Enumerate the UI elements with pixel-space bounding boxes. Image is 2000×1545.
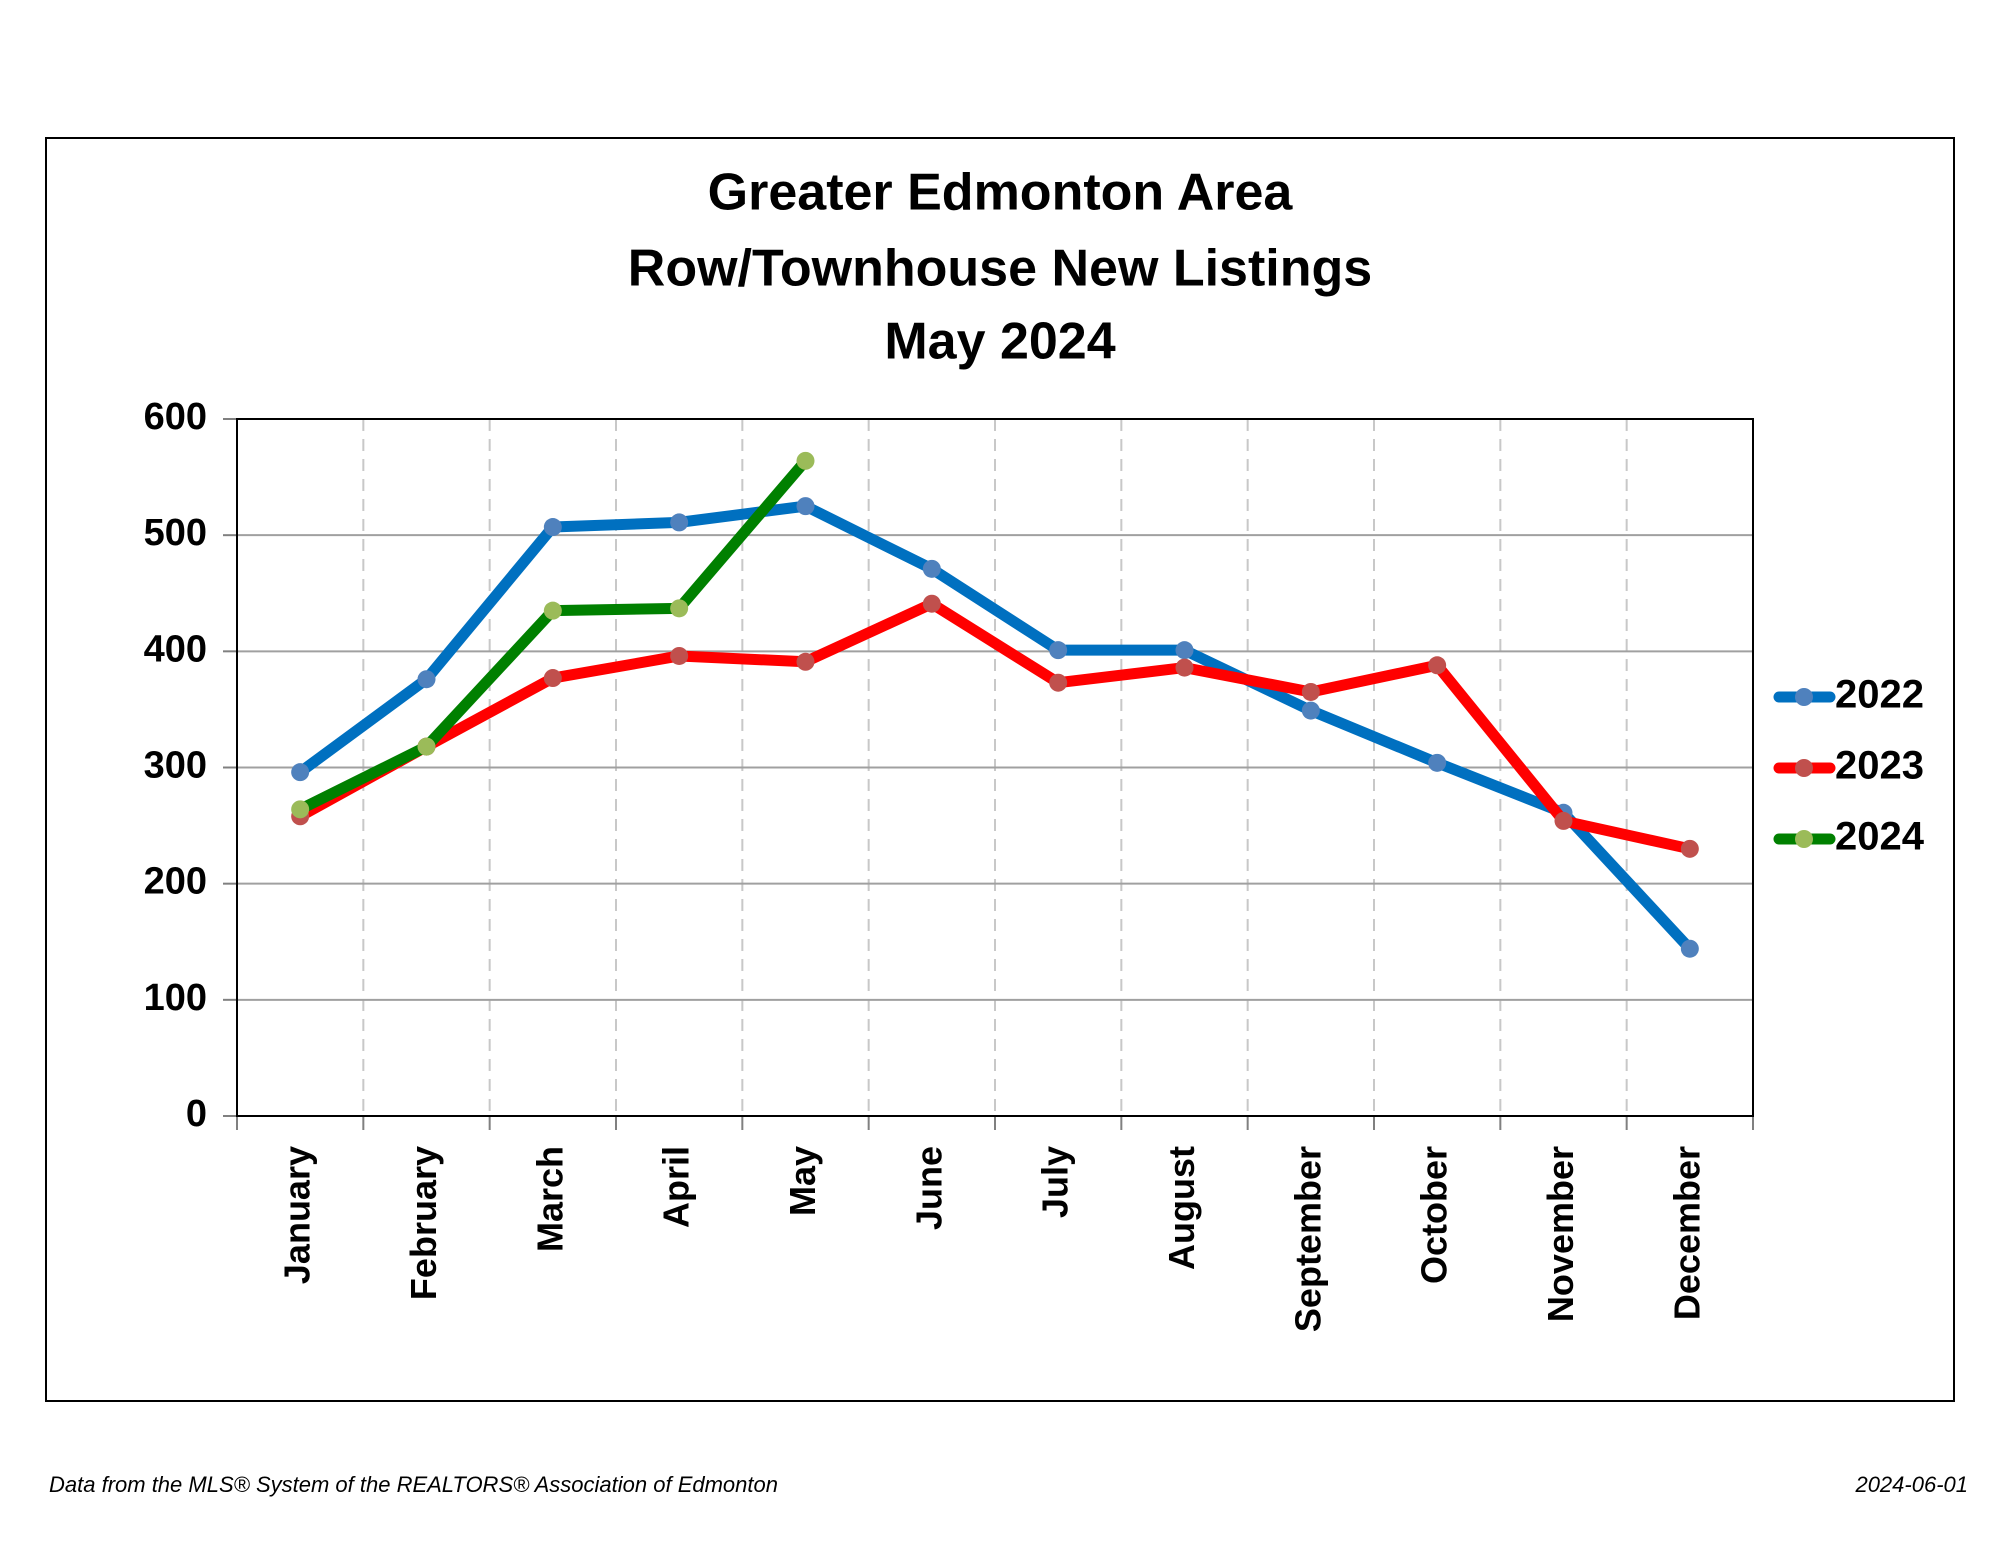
data-point: [1301, 682, 1320, 701]
plot-area: [236, 418, 1754, 1117]
data-point: [670, 599, 689, 618]
x-tick-label: October: [1414, 1146, 1455, 1284]
data-point: [291, 763, 310, 782]
y-tick-label: 600: [144, 396, 207, 438]
chart-title: Row/Townhouse New Listings: [628, 240, 1372, 298]
x-tick-label: February: [403, 1146, 444, 1300]
x-tick-label: March: [529, 1146, 570, 1252]
y-tick-label: 0: [186, 1093, 207, 1135]
data-point: [1428, 753, 1447, 772]
chart-frame: [45, 137, 1955, 1402]
legend-label: 2022: [1835, 673, 1924, 717]
legend-marker: [1795, 759, 1813, 777]
data-point: [1301, 701, 1320, 720]
x-tick-label: January: [277, 1146, 318, 1284]
data-point: [670, 513, 689, 532]
y-tick-label: 200: [144, 861, 207, 903]
footnote: Data from the MLS® System of the REALTOR…: [49, 1472, 778, 1497]
legend-marker: [1795, 688, 1813, 706]
data-point: [543, 669, 562, 688]
data-point: [670, 646, 689, 665]
x-tick-label: December: [1666, 1146, 1707, 1320]
data-point: [796, 451, 815, 470]
x-tick-label: August: [1161, 1146, 1202, 1270]
chart-title: Greater Edmonton Area: [708, 164, 1294, 222]
legend-label: 2023: [1835, 744, 1924, 788]
data-point: [543, 518, 562, 537]
series-line: [294, 500, 1696, 955]
legend-marker: [1795, 830, 1813, 848]
data-point: [922, 594, 941, 613]
data-point: [796, 497, 815, 516]
y-tick-label: 500: [144, 512, 207, 554]
chart-title: May 2024: [884, 313, 1115, 371]
x-tick-label: November: [1540, 1146, 1581, 1322]
x-tick-label: May: [782, 1146, 823, 1216]
x-tick-label: July: [1035, 1146, 1076, 1218]
x-tick-label: April: [656, 1146, 697, 1228]
series-line: [294, 598, 1696, 855]
data-point: [1175, 641, 1194, 660]
y-tick-label: 100: [144, 977, 207, 1019]
data-point: [1680, 939, 1699, 958]
data-point: [291, 800, 310, 819]
x-tick-label: September: [1287, 1146, 1328, 1332]
data-point: [417, 737, 436, 756]
data-point: [1049, 641, 1068, 660]
data-point: [1049, 673, 1068, 692]
y-tick-label: 300: [144, 745, 207, 787]
data-point: [417, 670, 436, 689]
data-point: [543, 601, 562, 620]
data-point: [796, 652, 815, 671]
data-point: [1175, 658, 1194, 677]
date: 2024-06-01: [1854, 1472, 1968, 1497]
y-tick-label: 400: [144, 628, 207, 670]
data-point: [1428, 656, 1447, 675]
data-point: [1554, 811, 1573, 830]
data-point: [1680, 839, 1699, 858]
x-tick-label: June: [908, 1146, 949, 1230]
legend-label: 2024: [1835, 815, 1925, 859]
data-point: [922, 559, 941, 578]
